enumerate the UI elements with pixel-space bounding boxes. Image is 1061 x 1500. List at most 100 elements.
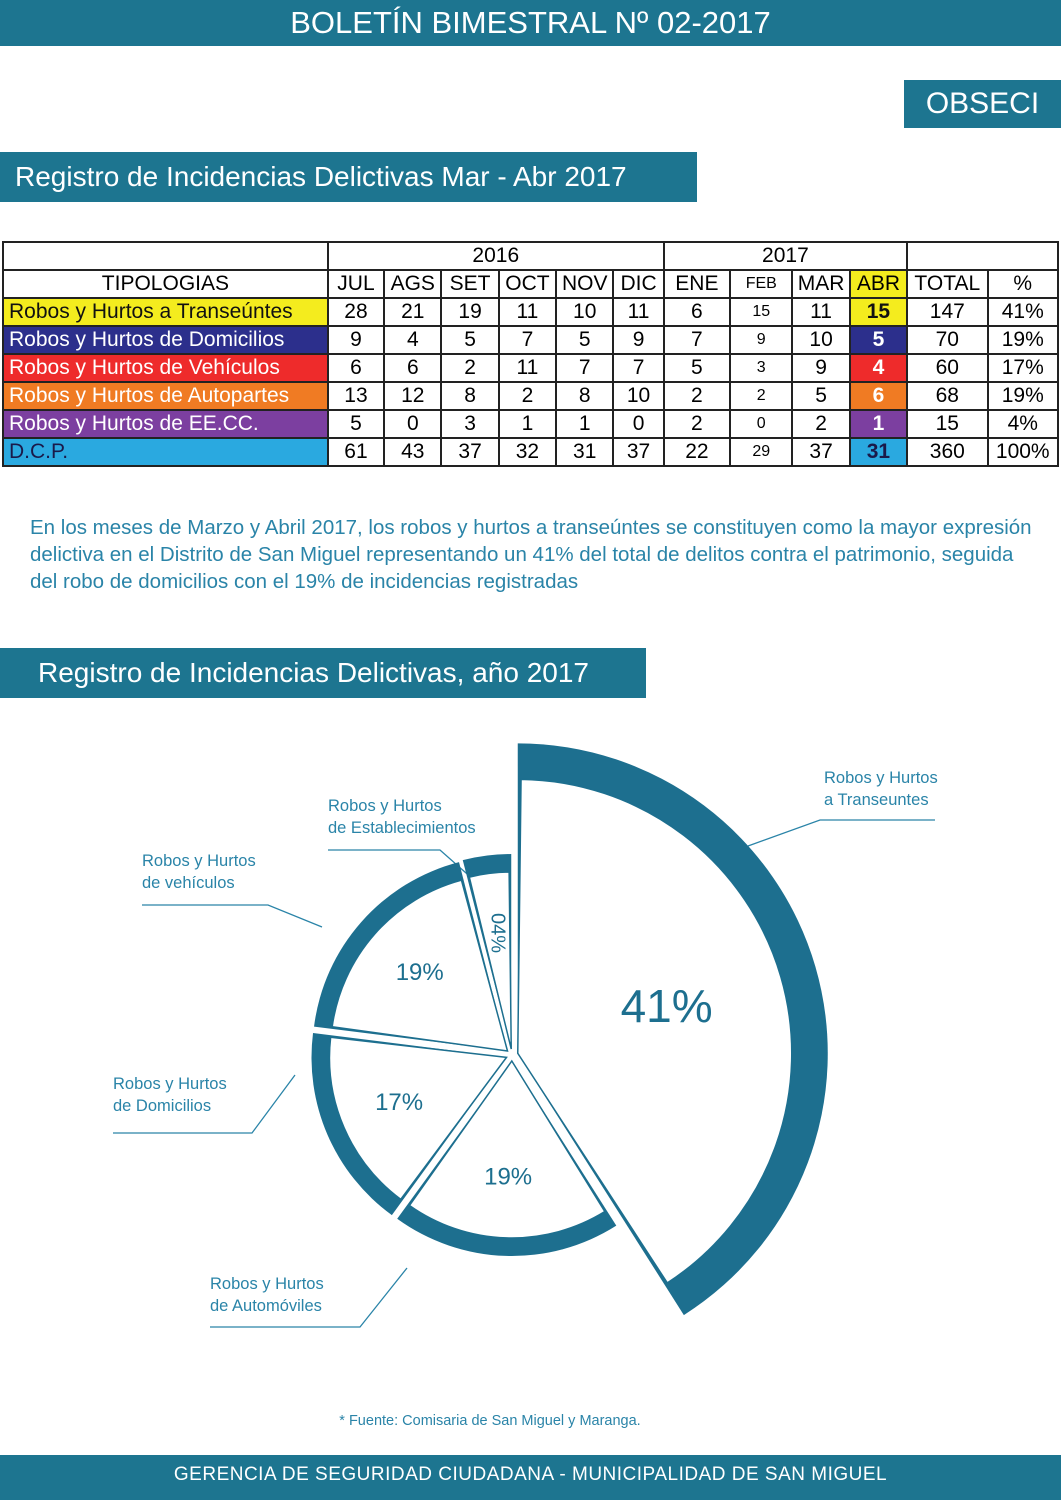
cell: 7 [612, 353, 665, 383]
row-label: Robos y Hurtos a Transeúntes [2, 297, 329, 327]
pie-slice-inner [468, 871, 512, 1050]
cell: 360 [906, 437, 989, 467]
cell: 5 [326, 409, 386, 439]
cell: 1 [555, 409, 615, 439]
year-header: 2017 [662, 241, 909, 271]
column-header: ENE [662, 269, 732, 299]
cell: 17% [986, 353, 1060, 383]
cell: 11 [791, 297, 851, 327]
cell: 2 [662, 381, 732, 411]
row-label: Robos y Hurtos de Autopartes [2, 381, 329, 411]
slice-label: 04% [486, 913, 508, 953]
cell: 11 [612, 297, 665, 327]
column-header: NOV [555, 269, 615, 299]
cell: 3 [729, 353, 794, 383]
leader-line [747, 819, 935, 847]
pie-slice-inner [517, 778, 793, 1284]
cell: 68 [906, 381, 989, 411]
row-label: D.C.P. [2, 437, 329, 467]
column-header: AGS [383, 269, 443, 299]
cell: 9 [729, 325, 794, 355]
cell: 21 [383, 297, 443, 327]
cell: 7 [497, 325, 558, 355]
leader-line [142, 904, 323, 928]
cell: 5 [848, 325, 909, 355]
category-label: Robos y Hurtos de vehículos [142, 852, 256, 892]
cell: 22 [662, 437, 732, 467]
leader-line [210, 1267, 408, 1328]
category-label: Robos y Hurtos a Transeuntes [824, 769, 938, 809]
column-header: FEB [729, 269, 794, 299]
cell: 0 [729, 409, 794, 439]
column-header: JUL [326, 269, 386, 299]
year-header: 2016 [326, 241, 665, 271]
cell: 6 [848, 381, 909, 411]
cell: 43 [383, 437, 443, 467]
empty-cell [2, 241, 329, 271]
cell: 1 [497, 409, 558, 439]
incidence-table: 2016 2017 TIPOLOGIAS JUL AGS SET OCT NOV DIC ENE F… [2, 241, 1060, 467]
cell: 11 [497, 353, 558, 383]
cell: 4 [848, 353, 909, 383]
pie-slice-inner [328, 1036, 508, 1201]
cell: 13 [326, 381, 386, 411]
source-note: * Fuente: Comisaria de San Miguel y Mara… [339, 1413, 641, 1429]
cell: 5 [555, 325, 615, 355]
column-header: ABR [848, 269, 909, 299]
section-title: Registro de Incidencias Delictivas, año … [0, 648, 646, 698]
column-header: TOTAL [906, 269, 989, 299]
cell: 15 [906, 409, 989, 439]
cell: 8 [440, 381, 500, 411]
cell: 10 [555, 297, 615, 327]
page-title: BOLETÍN BIMESTRAL Nº 02-2017 [0, 0, 1061, 46]
cell: 29 [729, 437, 794, 467]
cell: 11 [497, 297, 558, 327]
cell: 19% [986, 381, 1060, 411]
cell: 147 [906, 297, 989, 327]
footer: GERENCIA DE SEGURIDAD CIUDADANA - MUNICI… [0, 1455, 1061, 1500]
cell: 70 [906, 325, 989, 355]
cell: 6 [383, 353, 443, 383]
cell: 7 [555, 353, 615, 383]
cell: 37 [791, 437, 851, 467]
slice-label: 41% [621, 980, 713, 1032]
column-header: MAR [791, 269, 851, 299]
cell: 31 [848, 437, 909, 467]
cell: 28 [326, 297, 386, 327]
cell: 19% [986, 325, 1060, 355]
cell: 41% [986, 297, 1060, 327]
row-label: Robos y Hurtos de EE.CC. [2, 409, 329, 439]
cell: 8 [555, 381, 615, 411]
paragraph: En los meses de Marzo y Abril 2017, los … [30, 516, 1032, 593]
cell: 9 [791, 353, 851, 383]
cell: 6 [326, 353, 386, 383]
slice-label: 19% [484, 1163, 532, 1190]
cell: 31 [555, 437, 615, 467]
cell: 15 [729, 297, 794, 327]
org-badge: OBSECI [904, 80, 1061, 128]
cell: 32 [497, 437, 558, 467]
cell: 12 [383, 381, 443, 411]
empty-cell [906, 241, 1059, 271]
cell: 1 [848, 409, 909, 439]
cell: 2 [729, 381, 794, 411]
cell: 37 [612, 437, 665, 467]
cell: 5 [440, 325, 500, 355]
column-header: % [986, 269, 1060, 299]
slice-label: 19% [396, 959, 444, 986]
cell: 9 [612, 325, 665, 355]
cell: 7 [662, 325, 732, 355]
pie-slice-inner [408, 1059, 606, 1239]
cell: 3 [440, 409, 500, 439]
cell: 0 [612, 409, 665, 439]
row-label: Robos y Hurtos de Vehículos [2, 353, 329, 383]
category-label: Robos y Hurtos de Domicilios [113, 1075, 227, 1115]
cell: 10 [612, 381, 665, 411]
cell: 9 [326, 325, 386, 355]
cell: 4 [383, 325, 443, 355]
cell: 100% [986, 437, 1060, 467]
pie-chart: 41% 19% 17% 19% 04% [113, 743, 935, 1328]
category-label: Robos y Hurtos de Establecimientos [328, 797, 476, 837]
cell: 60 [906, 353, 989, 383]
